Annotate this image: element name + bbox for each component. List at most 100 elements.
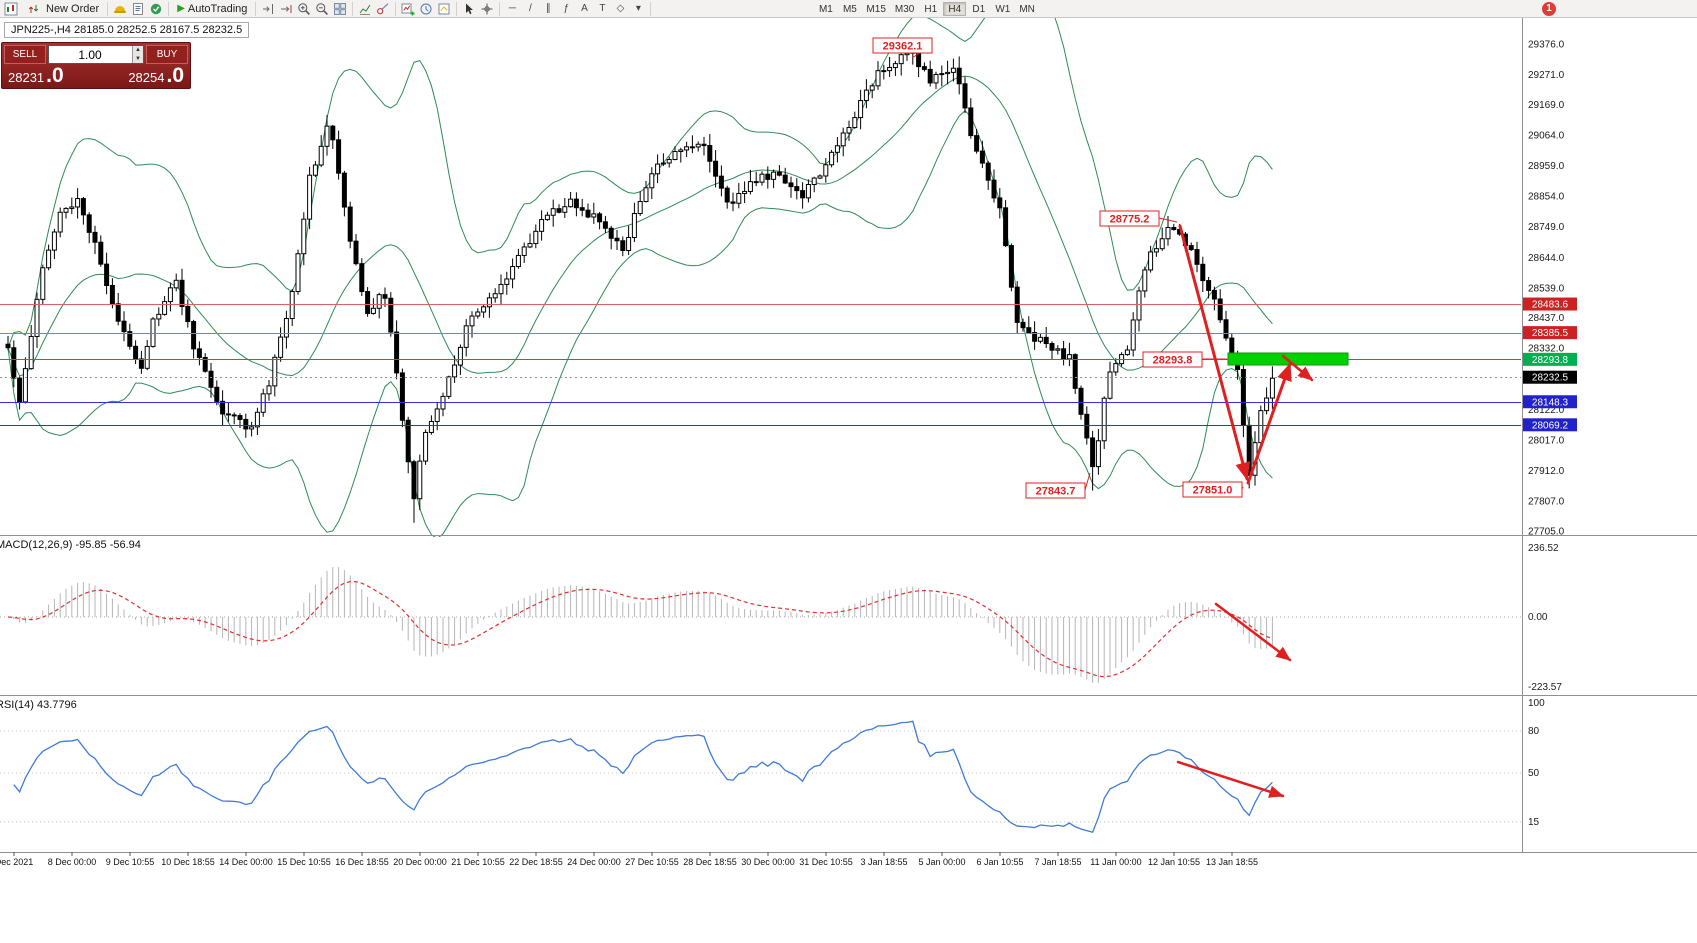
svg-text:29362.1: 29362.1 [883, 41, 923, 53]
svg-text:Dec 2021: Dec 2021 [0, 857, 33, 867]
new-chart-icon[interactable] [399, 1, 417, 17]
buy-price[interactable]: 28254 .0 [128, 65, 184, 86]
svg-text:11 Jan 00:00: 11 Jan 00:00 [1090, 857, 1141, 867]
svg-text:28232.5: 28232.5 [1532, 373, 1569, 384]
svg-text:28122.0: 28122.0 [1528, 405, 1565, 416]
timeframe-button-m30[interactable]: M30 [894, 3, 915, 15]
svg-text:24 Dec 00:00: 24 Dec 00:00 [567, 857, 621, 867]
macd-indicator-label: MACD(12,26,9) -95.85 -56.94 [0, 539, 141, 551]
buy-button[interactable]: BUY [146, 45, 188, 64]
chart-periods-icon[interactable] [417, 1, 435, 17]
main-toolbar: New Order ▶ AutoTrading [0, 0, 1697, 18]
new-order-button[interactable]: New Order [20, 1, 104, 17]
svg-text:28017.0: 28017.0 [1528, 436, 1565, 447]
svg-text:9 Dec 10:55: 9 Dec 10:55 [106, 857, 155, 867]
svg-text:29169.0: 29169.0 [1528, 100, 1565, 111]
timeframe-toolbar: M1 M5 M15 M30 H1 H4 D1 W1 MN [814, 1, 1038, 16]
timeframe-button-w1[interactable]: W1 [995, 3, 1011, 15]
svg-text:10 Dec 18:55: 10 Dec 18:55 [161, 857, 215, 867]
price-axis[interactable]: 29376.0 29271.0 29169.0 29064.0 28959.0 28854… [1523, 39, 1577, 828]
auto-scroll-icon[interactable] [277, 1, 295, 17]
svg-text:28644.0: 28644.0 [1528, 253, 1565, 264]
time-axis[interactable]: Dec 2021 8 Dec 00:00 9 Dec 10:55 10 Dec 18:… [0, 852, 1258, 867]
market-watch-icon[interactable] [147, 1, 165, 17]
timeframe-button-m15[interactable]: M15 [866, 3, 886, 15]
svg-text:22 Dec 18:55: 22 Dec 18:55 [509, 857, 563, 867]
volume-up-button[interactable]: ▲ [133, 46, 143, 55]
svg-text:-223.57: -223.57 [1528, 682, 1562, 693]
svg-text:15: 15 [1528, 817, 1540, 828]
chart-window-icon[interactable] [2, 1, 20, 17]
one-click-trading-panel: SELL ▲ ▼ BUY 28231 .0 28254 .0 [1, 42, 191, 89]
autotrading-play-icon: ▶ [177, 2, 185, 14]
indicators-list-icon[interactable] [356, 1, 374, 17]
timeframe-button-h4[interactable]: H4 [943, 1, 967, 16]
notification-badge[interactable]: 1 [1542, 2, 1556, 16]
expert-advisors-icon[interactable] [111, 1, 129, 17]
svg-text:80: 80 [1528, 726, 1540, 737]
svg-text:8 Dec 00:00: 8 Dec 00:00 [48, 857, 97, 867]
horizontal-level-lines[interactable] [0, 304, 1521, 426]
rsi-indicator-label: RSI(14) 43.7796 [0, 699, 77, 711]
svg-text:28385.5: 28385.5 [1532, 328, 1569, 339]
sell-price[interactable]: 28231 .0 [8, 64, 64, 87]
svg-text:236.52: 236.52 [1528, 543, 1559, 554]
svg-text:0.00: 0.00 [1528, 612, 1548, 623]
timeframe-button-mn[interactable]: MN [1019, 3, 1035, 15]
svg-text:27851.0: 27851.0 [1193, 485, 1233, 497]
scripts-icon[interactable] [129, 1, 147, 17]
timeframe-button-d1[interactable]: D1 [972, 3, 986, 15]
svg-text:27705.0: 27705.0 [1528, 526, 1565, 537]
svg-text:29064.0: 29064.0 [1528, 130, 1565, 141]
rsi-series [0, 720, 1521, 834]
volume-stepper: ▲ ▼ [132, 46, 143, 63]
text-icon[interactable]: A [581, 2, 588, 14]
shapes-icon[interactable]: ◇ [616, 2, 625, 14]
svg-text:28332.0: 28332.0 [1528, 344, 1565, 355]
svg-text:28539.0: 28539.0 [1528, 283, 1565, 294]
svg-text:28775.2: 28775.2 [1110, 214, 1150, 226]
trend-arrows[interactable] [1176, 224, 1314, 798]
svg-text:28959.0: 28959.0 [1528, 161, 1565, 172]
tile-windows-icon[interactable] [331, 1, 349, 17]
fibonacci-icon[interactable]: ƒ [563, 2, 570, 14]
svg-text:14 Dec 00:00: 14 Dec 00:00 [219, 857, 273, 867]
svg-text:30 Dec 00:00: 30 Dec 00:00 [741, 857, 795, 867]
cursor-icon[interactable] [460, 1, 478, 17]
equidistant-channel-icon[interactable]: ∥ [545, 2, 551, 14]
price-annotations[interactable]: 29362.1 28775.2 28293.8 27843.7 27851.0 [872, 37, 1244, 499]
zoom-in-icon[interactable] [295, 1, 313, 17]
svg-text:28 Dec 18:55: 28 Dec 18:55 [683, 857, 737, 867]
text-label-icon[interactable]: T [599, 2, 606, 14]
objects-list-icon[interactable] [374, 1, 392, 17]
svg-text:29271.0: 29271.0 [1528, 70, 1565, 81]
svg-text:21 Dec 10:55: 21 Dec 10:55 [451, 857, 505, 867]
svg-text:27912.0: 27912.0 [1528, 466, 1565, 477]
timeframe-button-h1[interactable]: H1 [924, 3, 938, 15]
tools-dropdown-icon[interactable]: ▾ [635, 2, 641, 14]
templates-icon[interactable] [435, 1, 453, 17]
svg-text:50: 50 [1528, 768, 1540, 779]
sell-price-frac: .0 [46, 64, 64, 87]
volume-input[interactable] [49, 46, 143, 64]
svg-text:28069.2: 28069.2 [1532, 420, 1569, 431]
timeframe-button-m1[interactable]: M1 [818, 3, 833, 15]
timeframe-button-m5[interactable]: M5 [842, 3, 857, 15]
zoom-out-icon[interactable] [313, 1, 331, 17]
svg-text:28293.8: 28293.8 [1532, 355, 1569, 366]
autotrading-button[interactable]: ▶ AutoTrading [172, 1, 252, 17]
trendline-icon[interactable]: / [529, 2, 532, 14]
chart-shift-icon[interactable] [259, 1, 277, 17]
volume-down-button[interactable]: ▼ [133, 54, 143, 63]
svg-text:5 Jan 00:00: 5 Jan 00:00 [918, 857, 965, 867]
svg-text:13 Jan 18:55: 13 Jan 18:55 [1206, 857, 1258, 867]
svg-text:27843.7: 27843.7 [1036, 486, 1076, 498]
svg-text:27 Dec 10:55: 27 Dec 10:55 [625, 857, 679, 867]
sell-button[interactable]: SELL [4, 45, 46, 64]
crosshair-icon[interactable] [478, 1, 496, 17]
svg-text:20 Dec 00:00: 20 Dec 00:00 [393, 857, 447, 867]
horizontal-line-icon[interactable]: ─ [508, 2, 516, 14]
volume-field-wrap: ▲ ▼ [48, 45, 144, 64]
svg-text:12 Jan 10:55: 12 Jan 10:55 [1148, 857, 1200, 867]
